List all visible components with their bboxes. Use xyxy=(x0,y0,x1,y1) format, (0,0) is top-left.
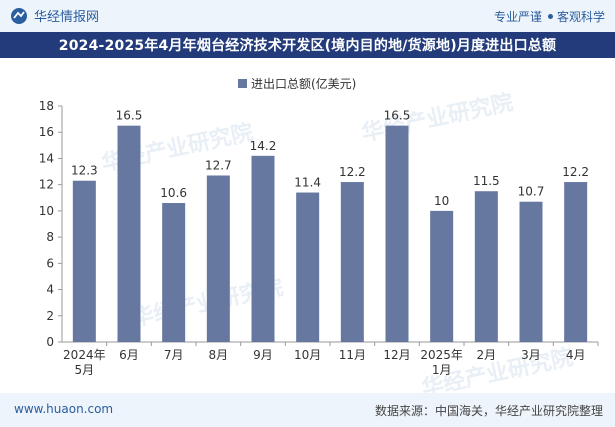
data-label: 10.6 xyxy=(160,186,187,200)
y-tick-label: 2 xyxy=(46,309,54,323)
legend-label: 进出口总额(亿美元) xyxy=(251,76,356,91)
huajing-logo-icon xyxy=(11,7,27,24)
x-tick-label: 8月 xyxy=(209,348,229,362)
tagline-right: 客观科学 xyxy=(556,10,605,24)
bar xyxy=(385,125,409,343)
x-tick-label: 10月 xyxy=(294,348,321,362)
data-label: 11.4 xyxy=(294,176,321,190)
bar xyxy=(162,203,186,342)
bar xyxy=(430,210,454,342)
bar xyxy=(206,175,230,342)
y-tick-label: 16 xyxy=(39,125,54,139)
chart-title: 2024-2025年4月年烟台经济技术开发区(境内目的地/货源地)月度进出口总额 xyxy=(0,32,615,58)
bar-chart: 进出口总额(亿美元) 0 2 4 6 8 10 12 14 16 18 12.3 2024年 5月 16.5… xyxy=(39,76,599,377)
data-label: 10.7 xyxy=(518,185,545,199)
x-tick-label: 6月 xyxy=(119,348,139,362)
y-tick-label: 12 xyxy=(39,178,54,192)
data-source: 数据来源：中国海关，华经产业研究院整理 xyxy=(374,404,603,418)
site-url[interactable]: www.huaon.com xyxy=(14,402,114,416)
data-label: 16.5 xyxy=(384,109,411,123)
data-label: 10 xyxy=(434,194,449,208)
data-label: 11.5 xyxy=(473,174,500,188)
data-label: 14.2 xyxy=(250,139,277,153)
bar xyxy=(519,201,543,342)
legend-swatch xyxy=(238,79,247,88)
bar xyxy=(251,155,275,342)
brand[interactable]: 华经情报网 xyxy=(10,6,99,25)
footer: www.huaon.com 数据来源：中国海关，华经产业研究院整理 xyxy=(0,393,615,427)
data-label: 12.2 xyxy=(339,165,366,179)
y-tick-label: 8 xyxy=(46,230,54,244)
tagline-left: 专业严谨 xyxy=(493,10,542,24)
x-tick-label: 2月 xyxy=(477,348,497,362)
data-label: 16.5 xyxy=(116,109,143,123)
y-tick-label: 18 xyxy=(39,99,54,113)
y-tick-label: 4 xyxy=(46,283,54,297)
top-bar: 华经情报网 专业严谨 客观科学 xyxy=(0,0,615,32)
bullet-dot-icon xyxy=(547,14,553,19)
bar xyxy=(117,125,141,343)
x-tick-label: 9月 xyxy=(253,348,273,362)
x-tick-label: 2025年 1月 xyxy=(420,348,463,377)
y-tick-label: 10 xyxy=(39,204,54,218)
data-label: 12.3 xyxy=(71,164,98,178)
x-tick-label: 7月 xyxy=(164,348,184,362)
tagline: 专业严谨 客观科学 xyxy=(494,8,605,25)
bar xyxy=(340,182,364,342)
bar xyxy=(296,192,320,342)
data-label: 12.2 xyxy=(562,165,589,179)
x-tick-label: 11月 xyxy=(339,348,366,362)
x-tick-label: 12月 xyxy=(383,348,410,362)
brand-name: 华经情报网 xyxy=(34,10,100,25)
x-tick-label: 2024年 5月 xyxy=(63,348,106,377)
bar xyxy=(564,182,588,342)
y-tick-label: 6 xyxy=(46,256,54,270)
data-label: 12.7 xyxy=(205,158,232,172)
y-tick-label: 14 xyxy=(39,151,54,165)
x-tick-label: 3月 xyxy=(521,348,541,362)
y-tick-label: 0 xyxy=(46,335,54,349)
bar xyxy=(474,191,498,342)
bar xyxy=(72,180,96,342)
x-tick-label: 4月 xyxy=(566,348,586,362)
